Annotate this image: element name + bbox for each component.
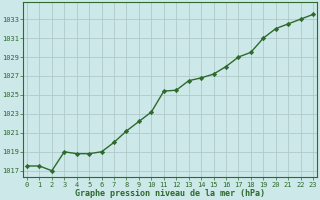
X-axis label: Graphe pression niveau de la mer (hPa): Graphe pression niveau de la mer (hPa) [75,189,265,198]
